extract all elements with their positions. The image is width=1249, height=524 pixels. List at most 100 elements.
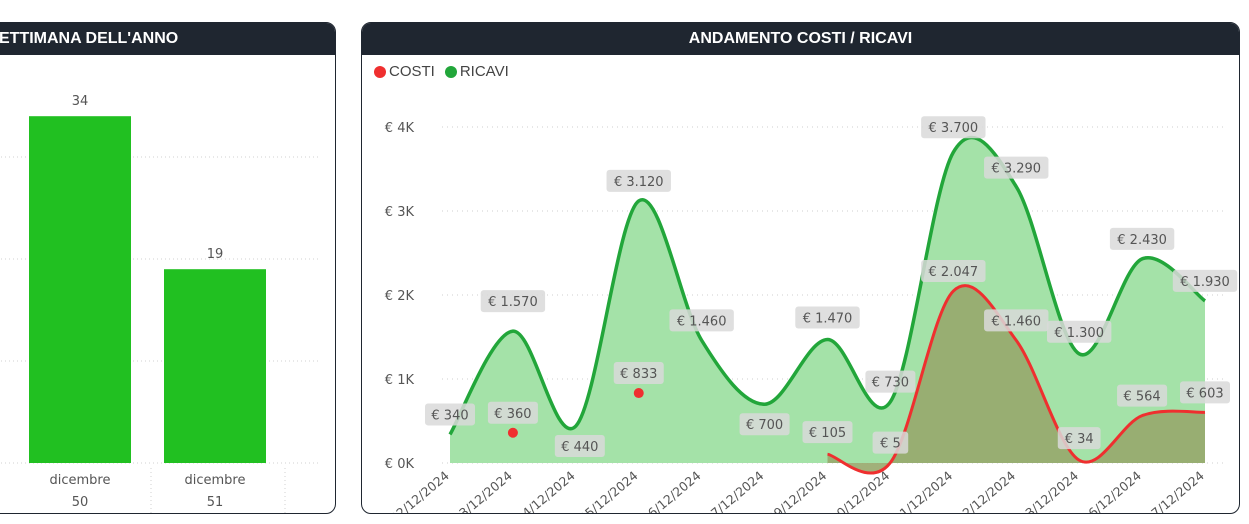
data-label-box bbox=[1057, 427, 1101, 450]
x-tick-label: 17/12/2024 bbox=[1142, 468, 1207, 513]
costi-data-label: € 360 bbox=[487, 401, 538, 424]
data-label: € 564 bbox=[1123, 390, 1160, 405]
data-label-box bbox=[487, 401, 538, 424]
costi-data-label: € 1.460 bbox=[984, 309, 1049, 332]
data-label-box bbox=[480, 290, 546, 313]
x-tick-label: 02/12/2024 bbox=[387, 468, 452, 513]
data-label-box bbox=[554, 435, 605, 458]
ricavi-data-label: € 1.300 bbox=[1046, 320, 1112, 343]
data-label: € 1.460 bbox=[677, 314, 727, 329]
ricavi-data-label: € 1.930 bbox=[1172, 269, 1238, 292]
ricavi-data-label: € 340 bbox=[425, 403, 475, 426]
data-label-box bbox=[984, 309, 1049, 332]
costi-dot-icon bbox=[374, 65, 386, 78]
data-label: € 34 bbox=[1065, 432, 1094, 447]
data-label-box bbox=[1046, 320, 1112, 343]
costi-data-label: € 564 bbox=[1117, 384, 1168, 407]
x-tick-label: 51 bbox=[207, 495, 224, 510]
x-tick-label: 10/12/2024 bbox=[828, 468, 893, 513]
x-tick-label: 11/12/2024 bbox=[890, 468, 955, 513]
x-tick-label: 16/12/2024 bbox=[1079, 468, 1144, 513]
data-label: € 700 bbox=[746, 418, 783, 433]
data-label-box bbox=[921, 116, 986, 139]
chart-legend[interactable]: COSTI RICAVI bbox=[374, 63, 509, 80]
costi-data-label: € 833 bbox=[613, 362, 664, 385]
y-tick-label: € 1K bbox=[385, 373, 415, 388]
data-label: € 440 bbox=[561, 440, 598, 455]
weekly-bar-chart-panel: ETTIMANA DELL'ANNO 34 dicembre 50 19 dicembr… bbox=[0, 22, 336, 514]
bar-data-label: 19 bbox=[207, 247, 224, 262]
costi-data-label: € 603 bbox=[1180, 381, 1230, 404]
x-tick-label: dicembre bbox=[185, 473, 246, 488]
x-tick-label: 03/12/2024 bbox=[450, 468, 515, 513]
data-label-box bbox=[1109, 227, 1175, 250]
data-label-box bbox=[921, 260, 986, 283]
data-label-box bbox=[1117, 384, 1168, 407]
data-label: € 360 bbox=[494, 407, 531, 422]
ricavi-area bbox=[450, 137, 1205, 463]
ricavi-data-label: € 1.460 bbox=[669, 309, 734, 332]
ricavi-data-label: € 3.290 bbox=[984, 156, 1049, 179]
bar bbox=[29, 116, 131, 463]
legend-item-ricavi[interactable]: RICAVI bbox=[444, 63, 509, 80]
ricavi-dot-icon bbox=[444, 65, 457, 78]
x-tick-label: 04/12/2024 bbox=[513, 468, 578, 513]
panel-title: ANDAMENTO COSTI / RICAVI bbox=[362, 23, 1239, 55]
data-label: € 1.470 bbox=[803, 312, 853, 327]
data-label: € 5 bbox=[880, 437, 901, 452]
data-label-box bbox=[865, 370, 916, 393]
data-label: € 3.120 bbox=[614, 175, 664, 190]
data-label: € 833 bbox=[620, 367, 657, 382]
legend-label: RICAVI bbox=[459, 63, 509, 80]
data-label: € 2.430 bbox=[1117, 233, 1167, 248]
data-label: € 105 bbox=[809, 426, 846, 441]
area-chart: € 0K € 1K € 2K € 3K € 4K € 340 € 1.570 € 440 € 3… bbox=[385, 116, 1238, 513]
x-tick-label: dicembre bbox=[50, 473, 111, 488]
costi-point bbox=[633, 388, 644, 399]
data-label: € 1.570 bbox=[488, 295, 538, 310]
ricavi-data-label: € 1.570 bbox=[480, 290, 546, 313]
x-tick-label: 12/12/2024 bbox=[953, 468, 1018, 513]
x-tick-label: 07/12/2024 bbox=[702, 468, 767, 513]
legend-item-costi[interactable]: COSTI bbox=[374, 63, 435, 80]
data-label: € 603 bbox=[1186, 386, 1223, 401]
data-label-box bbox=[739, 413, 790, 436]
data-label-box bbox=[613, 362, 664, 385]
costi-data-label: € 34 bbox=[1057, 427, 1101, 450]
data-label-box bbox=[795, 306, 860, 329]
ricavi-data-label: € 1.470 bbox=[795, 306, 860, 329]
ricavi-data-label: € 730 bbox=[865, 370, 916, 393]
x-tick-label: 09/12/2024 bbox=[765, 468, 830, 513]
y-tick-label: € 3K bbox=[385, 205, 415, 220]
x-tick-label: 50 bbox=[72, 495, 89, 510]
data-label-box bbox=[984, 156, 1049, 179]
ricavi-data-label: € 440 bbox=[554, 435, 605, 458]
bar-chart: 34 dicembre 50 19 dicembre 51 bbox=[0, 94, 319, 513]
cost-revenue-chart-panel: ANDAMENTO COSTI / RICAVI COSTI RICAVI € … bbox=[361, 22, 1240, 514]
data-label-box bbox=[606, 169, 671, 192]
legend-label: COSTI bbox=[389, 63, 435, 80]
x-tick-label: 06/12/2024 bbox=[639, 468, 704, 513]
ricavi-data-label: € 3.120 bbox=[606, 169, 671, 192]
data-label: € 1.930 bbox=[1180, 275, 1230, 290]
data-label: € 1.460 bbox=[991, 314, 1041, 329]
data-label: € 1.300 bbox=[1054, 326, 1104, 341]
y-tick-label: € 0K bbox=[385, 457, 415, 472]
data-label-box bbox=[1172, 269, 1238, 292]
bar-data-label: 34 bbox=[72, 94, 89, 109]
costi-point bbox=[507, 427, 518, 438]
costi-data-label: € 2.047 bbox=[921, 260, 986, 283]
y-tick-label: € 2K bbox=[385, 289, 415, 304]
ricavi-data-label: € 2.430 bbox=[1109, 227, 1175, 250]
data-label-box bbox=[872, 431, 909, 454]
ricavi-data-label: € 700 bbox=[739, 413, 790, 436]
panel-title: ETTIMANA DELL'ANNO bbox=[0, 23, 335, 55]
data-label-box bbox=[425, 403, 475, 426]
data-label: € 340 bbox=[431, 408, 468, 423]
data-label: € 2.047 bbox=[929, 265, 979, 280]
data-label-box bbox=[1180, 381, 1230, 404]
data-label: € 730 bbox=[872, 376, 909, 391]
ricavi-data-label: € 3.700 bbox=[921, 116, 986, 139]
x-tick-label: 05/12/2024 bbox=[576, 468, 641, 513]
bar bbox=[164, 269, 266, 463]
